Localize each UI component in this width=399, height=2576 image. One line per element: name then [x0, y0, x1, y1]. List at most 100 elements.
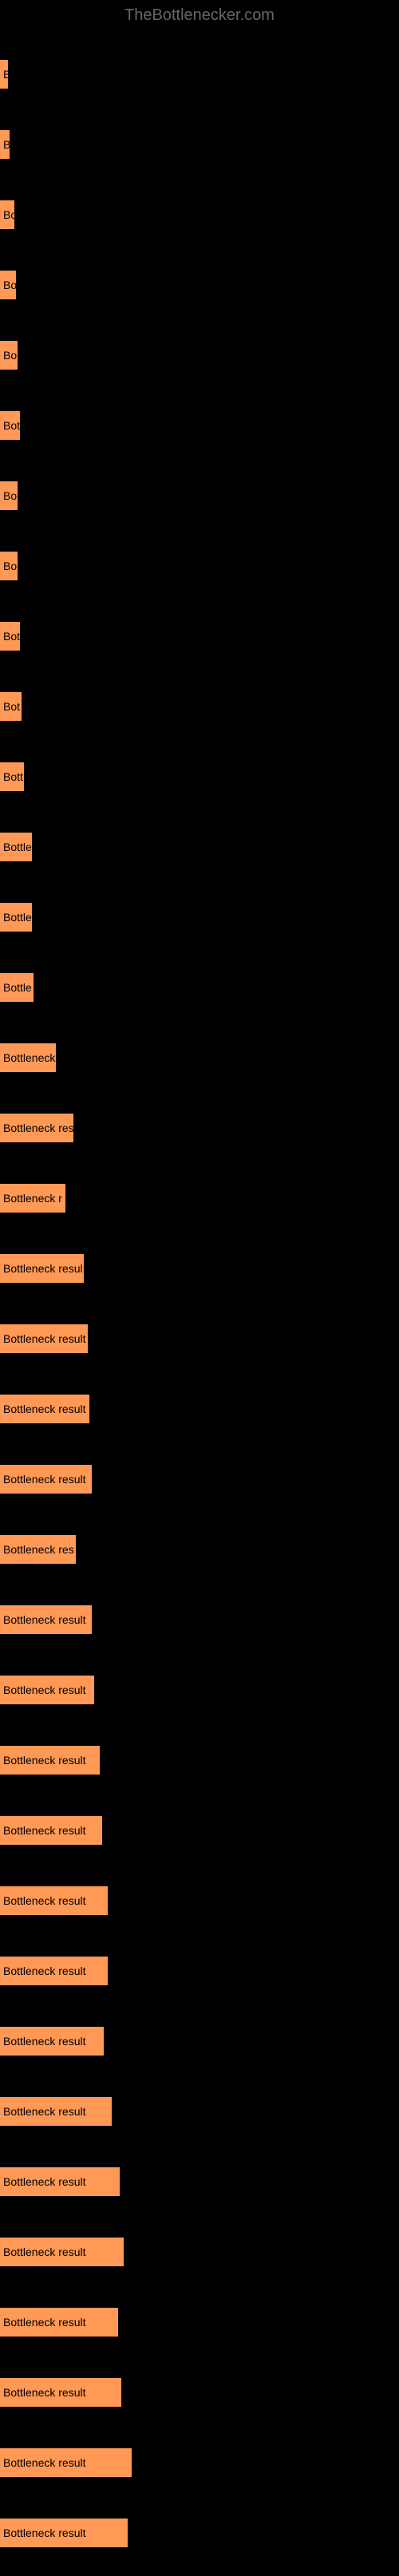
chart-bar: Bottleneck result: [0, 2448, 132, 2477]
chart-bar: Bottleneck result: [0, 2238, 124, 2266]
chart-bar: Bo: [0, 271, 16, 299]
chart-bar: Bot: [0, 411, 20, 440]
bar-row: Bo: [0, 180, 399, 250]
bar-row: B: [0, 109, 399, 180]
bar-label: Bottleneck r: [3, 1192, 62, 1205]
bar-row: Bottleneck result: [0, 2498, 399, 2568]
bar-label: Bo: [3, 208, 14, 221]
bar-row: Bottleneck result: [0, 2428, 399, 2498]
chart-bar: Bottleneck result: [0, 1676, 94, 1704]
bar-row: Bottleneck result: [0, 1795, 399, 1866]
site-title: TheBottlenecker.com: [124, 6, 275, 24]
chart-bar: Bottleneck result: [0, 2519, 128, 2547]
bar-row: Bottleneck result: [0, 2287, 399, 2357]
chart-bar: Bo: [0, 552, 18, 580]
bar-row: B: [0, 39, 399, 109]
chart-bar: Bottleneck result: [0, 2378, 121, 2407]
bar-label: Bottleneck result: [3, 1473, 86, 1486]
bar-label: Bottleneck result: [3, 1824, 86, 1837]
bar-row: Bottleneck result: [0, 2147, 399, 2217]
bar-label: Bott: [3, 770, 23, 783]
bar-row: Bottleneck result: [0, 1866, 399, 1936]
bar-label: Bottleneck resul: [3, 1262, 83, 1275]
chart-bar: B: [0, 60, 8, 89]
bar-label: Bottleneck result: [3, 1965, 86, 1977]
bar-row: Bottleneck result: [0, 2217, 399, 2287]
chart-bar: Bot: [0, 692, 22, 721]
chart-bar: Bottleneck result: [0, 1465, 92, 1494]
header: TheBottlenecker.com: [0, 0, 399, 31]
bar-label: Bottleneck result: [3, 1332, 86, 1345]
bar-label: Bot: [3, 419, 20, 432]
bar-label: Bottleneck result: [3, 1894, 86, 1907]
chart-bar: Bottleneck res: [0, 1114, 73, 1142]
bar-row: Bottleneck result: [0, 1655, 399, 1725]
chart-bar: Bottleneck result: [0, 1395, 89, 1423]
chart-bar: Bottle: [0, 973, 34, 1002]
bar-label: Bottleneck res: [3, 1543, 74, 1556]
bar-label: Bottleneck result: [3, 2456, 86, 2469]
bar-row: Bo: [0, 461, 399, 531]
bar-row: Bottleneck r: [0, 1163, 399, 1233]
bar-label: Bo: [3, 560, 17, 572]
bar-label: Bo: [3, 349, 17, 362]
bar-row: Bottleneck result: [0, 1585, 399, 1655]
bar-label: Bottleneck result: [3, 2386, 86, 2399]
chart-bar: Bottleneck result: [0, 1957, 108, 1985]
chart-bar: Bottleneck result: [0, 1746, 100, 1775]
bar-label: Bottle: [3, 911, 32, 924]
bar-label: Bottleneck result: [3, 2105, 86, 2118]
chart-bar: Bott: [0, 762, 24, 791]
bar-label: Bottle: [3, 981, 32, 994]
bar-label: Bottleneck result: [3, 1613, 86, 1626]
chart-bar: B: [0, 130, 10, 159]
chart-bar: Bottle: [0, 903, 32, 932]
bar-row: Bottleneck result: [0, 1936, 399, 2006]
bar-row: Bottleneck result: [0, 1444, 399, 1514]
bar-row: Bottleneck result: [0, 2076, 399, 2147]
bar-label: Bo: [3, 489, 17, 502]
chart-bar: Bottleneck result: [0, 2097, 112, 2126]
chart-bar: Bottleneck result: [0, 2027, 104, 2056]
bar-row: Bottleneck res: [0, 1514, 399, 1585]
bar-label: Bottleneck result: [3, 2035, 86, 2048]
bar-row: Bottle: [0, 812, 399, 882]
bar-label: Bottleneck result: [3, 1754, 86, 1767]
bar-label: Bot: [3, 700, 20, 713]
bar-label: Bottleneck res: [3, 1122, 73, 1134]
chart-bar: Bottleneck result: [0, 2167, 120, 2196]
bar-label: B: [3, 68, 8, 81]
bar-row: Bo: [0, 250, 399, 320]
bar-row: Bot: [0, 671, 399, 742]
bar-label: Bo: [3, 279, 16, 291]
chart-bar: Bo: [0, 481, 18, 510]
bar-row: Bottleneck resul: [0, 1233, 399, 1304]
bar-row: Bot: [0, 390, 399, 461]
chart-bar: Bottleneck res: [0, 1535, 76, 1564]
chart-bar: Bottleneck result: [0, 1324, 88, 1353]
chart-bar: Bot: [0, 622, 20, 651]
bar-chart: B B Bo Bo Bo Bot Bo Bo Bot Bot Bott Bottle Bottle Bot…: [0, 31, 399, 2576]
bar-row: Bottleneck result: [0, 2006, 399, 2076]
chart-bar: Bottleneck result: [0, 1816, 102, 1845]
bar-row: Bottleneck res: [0, 1093, 399, 1163]
bar-label: Bot: [3, 630, 20, 643]
chart-bar: Bo: [0, 200, 14, 229]
bar-label: Bottleneck result: [3, 2316, 86, 2329]
bar-row: Bo: [0, 320, 399, 390]
chart-bar: Bottleneck result: [0, 2308, 118, 2337]
bar-label: Bottleneck: [3, 1051, 55, 1064]
bar-row: Bottleneck result: [0, 1725, 399, 1795]
bar-row: Bottleneck result: [0, 1374, 399, 1444]
chart-bar: Bottleneck result: [0, 1886, 108, 1915]
bar-label: B: [3, 138, 10, 151]
chart-bar: Bottleneck resul: [0, 1254, 84, 1283]
bar-label: Bottle: [3, 841, 32, 853]
bar-row: Bo: [0, 531, 399, 601]
bar-row: Bott: [0, 742, 399, 812]
bar-row: Bottle: [0, 882, 399, 952]
chart-bar: Bottleneck r: [0, 1184, 65, 1213]
bar-label: Bottleneck result: [3, 1684, 86, 1696]
bar-label: Bottleneck result: [3, 1403, 86, 1415]
bar-row: Bot: [0, 601, 399, 671]
